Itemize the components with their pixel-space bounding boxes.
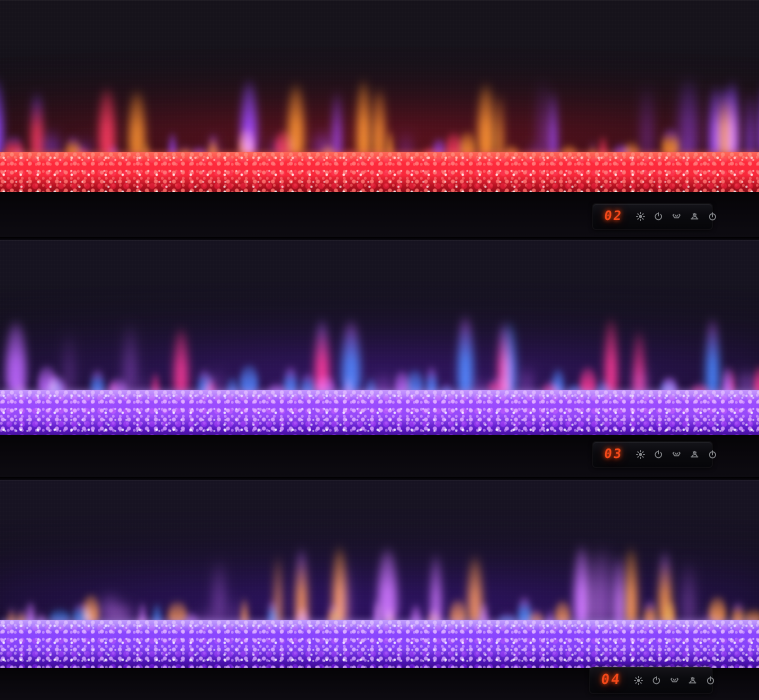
brightness-icon[interactable] xyxy=(635,450,645,459)
touch-control-icons: > xyxy=(635,212,717,221)
flame-speed-icon[interactable] xyxy=(670,676,679,685)
heat-icon[interactable]: > xyxy=(688,676,697,685)
crystal-ember-bed xyxy=(0,149,759,192)
brightness-icon[interactable] xyxy=(635,212,645,221)
glass-frame-top-edge xyxy=(0,480,759,481)
control-panel-03[interactable]: 03 > xyxy=(593,442,716,467)
glass-frame-top-edge xyxy=(0,0,759,1)
ember-bed-top-edge xyxy=(0,617,759,625)
ember-bed-top-edge xyxy=(0,149,759,157)
firebox xyxy=(0,0,759,237)
crystal-sparkle xyxy=(0,390,759,435)
purple-ember-orange-flame-mode xyxy=(0,480,759,700)
brightness-icon[interactable] xyxy=(633,675,643,685)
crystal-sparkle xyxy=(0,620,759,668)
touch-control-icons: > xyxy=(633,675,715,685)
power-icon[interactable] xyxy=(654,450,663,459)
mode-readout-display: 03 xyxy=(603,447,624,462)
control-panel-02[interactable]: 02 > xyxy=(593,204,716,229)
glass-frame-top-edge xyxy=(0,240,759,241)
flame-speed-icon[interactable] xyxy=(672,450,681,459)
power-icon[interactable] xyxy=(652,675,661,685)
mode-readout-display: 02 xyxy=(603,209,624,224)
power-icon[interactable] xyxy=(654,212,663,221)
firebox xyxy=(0,480,759,700)
crystal-ember-bed xyxy=(0,387,759,435)
control-panel-04[interactable]: 04 > xyxy=(590,667,715,693)
timer-icon[interactable] xyxy=(706,675,715,685)
ember-bed-top-edge xyxy=(0,387,759,395)
touch-control-icons: > xyxy=(635,450,717,459)
crystal-sparkle xyxy=(0,152,759,192)
heat-icon[interactable]: > xyxy=(690,212,699,221)
crystal-ember-bed xyxy=(0,617,759,668)
heat-icon[interactable]: > xyxy=(690,450,699,459)
panel-gap-1 xyxy=(0,237,759,240)
timer-icon[interactable] xyxy=(708,450,717,459)
panel-gap-2 xyxy=(0,477,759,480)
timer-icon[interactable] xyxy=(708,212,717,221)
flame-speed-icon[interactable] xyxy=(672,212,681,221)
red-ember-mode xyxy=(0,0,759,237)
mode-readout-display: 04 xyxy=(600,672,622,688)
